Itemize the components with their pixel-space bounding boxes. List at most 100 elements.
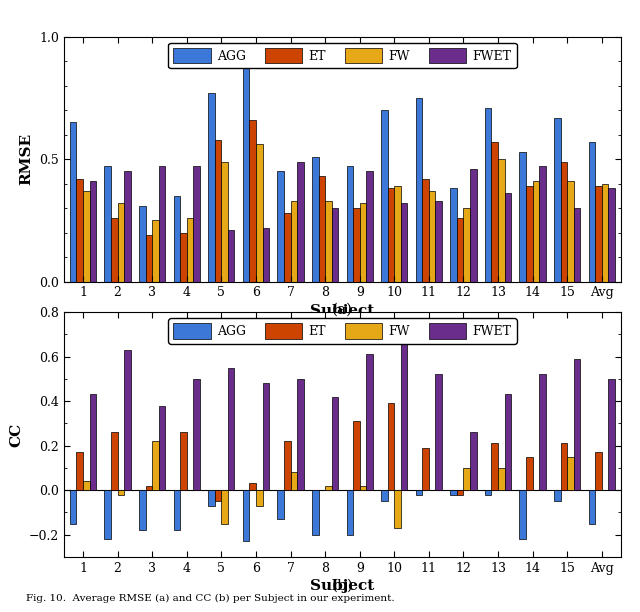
Bar xyxy=(291,472,297,490)
Bar xyxy=(250,483,256,490)
Bar xyxy=(381,110,388,282)
Bar xyxy=(346,166,353,282)
Bar xyxy=(228,368,234,490)
Bar xyxy=(297,162,303,282)
Bar xyxy=(574,359,580,490)
Bar xyxy=(332,397,339,490)
Bar xyxy=(353,421,360,490)
Bar xyxy=(381,490,388,501)
Bar xyxy=(221,162,228,282)
Bar xyxy=(492,142,498,282)
Bar xyxy=(435,375,442,490)
Bar xyxy=(90,395,96,490)
Bar xyxy=(332,208,339,282)
Bar xyxy=(526,457,532,490)
Y-axis label: CC: CC xyxy=(10,422,23,447)
Bar xyxy=(152,441,159,490)
Bar xyxy=(173,490,180,530)
Bar xyxy=(532,181,539,282)
Bar xyxy=(435,201,442,282)
Bar xyxy=(124,171,131,282)
Bar xyxy=(291,201,297,282)
Bar xyxy=(256,144,262,282)
Bar xyxy=(90,181,96,282)
Bar xyxy=(284,213,291,282)
Bar xyxy=(83,481,90,490)
Bar xyxy=(602,184,609,282)
Bar xyxy=(470,169,477,282)
Bar xyxy=(76,179,83,282)
Bar xyxy=(567,457,574,490)
Bar xyxy=(401,339,408,490)
Bar xyxy=(539,375,546,490)
Bar xyxy=(312,157,319,282)
Bar xyxy=(193,166,200,282)
Bar xyxy=(589,490,595,523)
Bar xyxy=(256,490,262,506)
Bar xyxy=(325,486,332,490)
Bar xyxy=(416,490,422,494)
Bar xyxy=(401,203,408,282)
Bar xyxy=(180,233,187,282)
Bar xyxy=(104,166,111,282)
X-axis label: Subject: Subject xyxy=(310,304,374,318)
Bar xyxy=(187,218,193,282)
Bar xyxy=(262,383,269,490)
Bar xyxy=(139,490,146,530)
Bar xyxy=(228,230,234,282)
Bar xyxy=(595,452,602,490)
Bar xyxy=(250,120,256,282)
Bar xyxy=(526,186,532,282)
Bar xyxy=(83,191,90,282)
Bar xyxy=(70,490,76,523)
Bar xyxy=(561,444,567,490)
Bar xyxy=(208,93,215,282)
Bar xyxy=(498,159,504,282)
Bar xyxy=(485,108,492,282)
Bar xyxy=(609,188,615,282)
Bar xyxy=(504,395,511,490)
Bar xyxy=(118,203,124,282)
Bar xyxy=(388,188,394,282)
Bar xyxy=(451,188,457,282)
Bar xyxy=(277,171,284,282)
Bar xyxy=(429,191,435,282)
Bar xyxy=(104,490,111,539)
Bar xyxy=(118,490,124,494)
Bar xyxy=(221,490,228,523)
Bar xyxy=(277,490,284,519)
Bar xyxy=(284,441,291,490)
Bar xyxy=(422,448,429,490)
Bar xyxy=(366,354,373,490)
Bar xyxy=(325,201,332,282)
Bar xyxy=(457,218,463,282)
Bar xyxy=(422,179,429,282)
Bar xyxy=(609,379,615,490)
Bar xyxy=(215,140,221,282)
Bar xyxy=(146,235,152,282)
Bar xyxy=(498,468,504,490)
Bar xyxy=(360,486,366,490)
Text: (a): (a) xyxy=(332,303,353,317)
Bar xyxy=(193,379,200,490)
Bar xyxy=(416,98,422,282)
Bar xyxy=(463,468,470,490)
Bar xyxy=(146,486,152,490)
Bar xyxy=(243,490,250,542)
Bar xyxy=(297,379,303,490)
Bar xyxy=(243,66,250,282)
Bar xyxy=(394,490,401,528)
Bar xyxy=(346,490,353,535)
Y-axis label: RMSE: RMSE xyxy=(20,133,34,185)
Bar xyxy=(451,490,457,494)
Bar xyxy=(152,220,159,282)
Bar xyxy=(554,490,561,501)
Bar xyxy=(492,444,498,490)
Bar xyxy=(111,218,118,282)
Bar xyxy=(457,490,463,494)
Bar xyxy=(595,186,602,282)
Bar xyxy=(561,162,567,282)
Bar xyxy=(360,203,366,282)
Legend: AGG, ET, FW, FWET: AGG, ET, FW, FWET xyxy=(168,43,516,68)
Bar xyxy=(366,171,373,282)
